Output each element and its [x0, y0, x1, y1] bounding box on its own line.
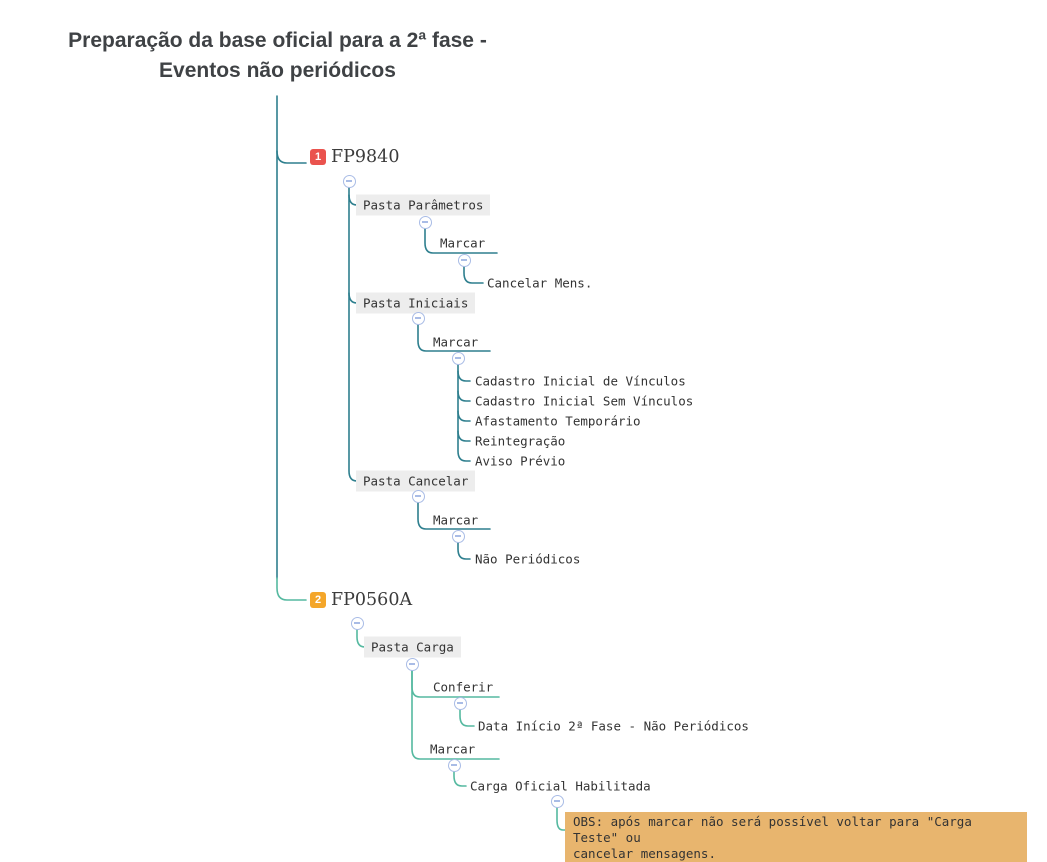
- collapse-toggle-icon[interactable]: [418, 215, 432, 229]
- node-cadastro-inicial-de-vinculos[interactable]: Cadastro Inicial de Vínculos: [475, 373, 686, 389]
- node-carga-oficial-habilitada[interactable]: Carga Oficial Habilitada: [470, 778, 651, 794]
- collapse-toggle-icon[interactable]: [457, 253, 471, 267]
- collapse-toggle-icon[interactable]: [453, 696, 467, 710]
- node-aviso-previo[interactable]: Aviso Prévio: [475, 453, 566, 469]
- branch-number-badge: 2: [310, 592, 326, 608]
- node-nao-periodicos[interactable]: Não Periódicos: [475, 551, 581, 567]
- collapse-toggle-icon[interactable]: [350, 616, 364, 630]
- node-pasta-iniciais[interactable]: Pasta Iniciais: [356, 292, 476, 314]
- connector: [457, 430, 471, 442]
- collapse-toggle-icon[interactable]: [550, 794, 564, 808]
- node-marcar[interactable]: Marcar: [433, 512, 479, 528]
- mindmap-root-title: Preparação da base oficial para a 2ª fas…: [25, 26, 530, 86]
- node-data-inicio-2-fase[interactable]: Data Início 2ª Fase - Não Periódicos: [478, 718, 749, 734]
- connector: [453, 771, 467, 787]
- connector: [457, 370, 471, 382]
- branch-number-badge: 1: [310, 149, 326, 165]
- collapse-toggle-icon[interactable]: [342, 174, 356, 188]
- node-marcar[interactable]: Marcar: [440, 235, 486, 251]
- connector: [459, 709, 475, 727]
- node-pasta-cancelar[interactable]: Pasta Cancelar: [356, 470, 476, 492]
- connector: [457, 390, 471, 402]
- collapse-toggle-icon[interactable]: [405, 657, 419, 671]
- node-cadastro-inicial-sem-vinculos[interactable]: Cadastro Inicial Sem Vínculos: [475, 393, 694, 409]
- node-cancelar-mens[interactable]: Cancelar Mens.: [487, 275, 593, 291]
- title-line-2: Eventos não periódicos: [159, 59, 396, 82]
- connector: [556, 807, 566, 831]
- node-conferir[interactable]: Conferir: [433, 679, 494, 695]
- obs-note-line-1: OBS: após marcar não será possível volta…: [573, 814, 972, 845]
- node-marcar[interactable]: Marcar: [430, 741, 476, 757]
- node-pasta-parametros[interactable]: Pasta Parâmetros: [356, 194, 491, 216]
- connector: [276, 95, 307, 164]
- connector: [457, 364, 471, 462]
- connector: [457, 410, 471, 422]
- node-pasta-carga[interactable]: Pasta Carga: [364, 636, 461, 658]
- node-fp9840[interactable]: FP9840: [331, 147, 400, 167]
- connector: [348, 187, 361, 482]
- node-reintegracao[interactable]: Reintegração: [475, 433, 566, 449]
- obs-note-line-2: cancelar mensagens.: [573, 846, 716, 861]
- connector: [457, 542, 471, 560]
- collapse-toggle-icon[interactable]: [451, 351, 465, 365]
- title-line-1: Preparação da base oficial para a 2ª fas…: [68, 29, 487, 52]
- collapse-toggle-icon[interactable]: [447, 758, 461, 772]
- collapse-toggle-icon[interactable]: [451, 529, 465, 543]
- connector: [463, 266, 484, 284]
- node-fp0560a[interactable]: FP0560A: [331, 590, 413, 610]
- collapse-toggle-icon[interactable]: [411, 311, 425, 325]
- node-obs-note[interactable]: OBS: após marcar não será possível volta…: [565, 812, 1027, 862]
- collapse-toggle-icon[interactable]: [411, 489, 425, 503]
- connector: [276, 577, 307, 601]
- node-afastamento-temporario[interactable]: Afastamento Temporário: [475, 413, 641, 429]
- node-marcar[interactable]: Marcar: [433, 334, 479, 350]
